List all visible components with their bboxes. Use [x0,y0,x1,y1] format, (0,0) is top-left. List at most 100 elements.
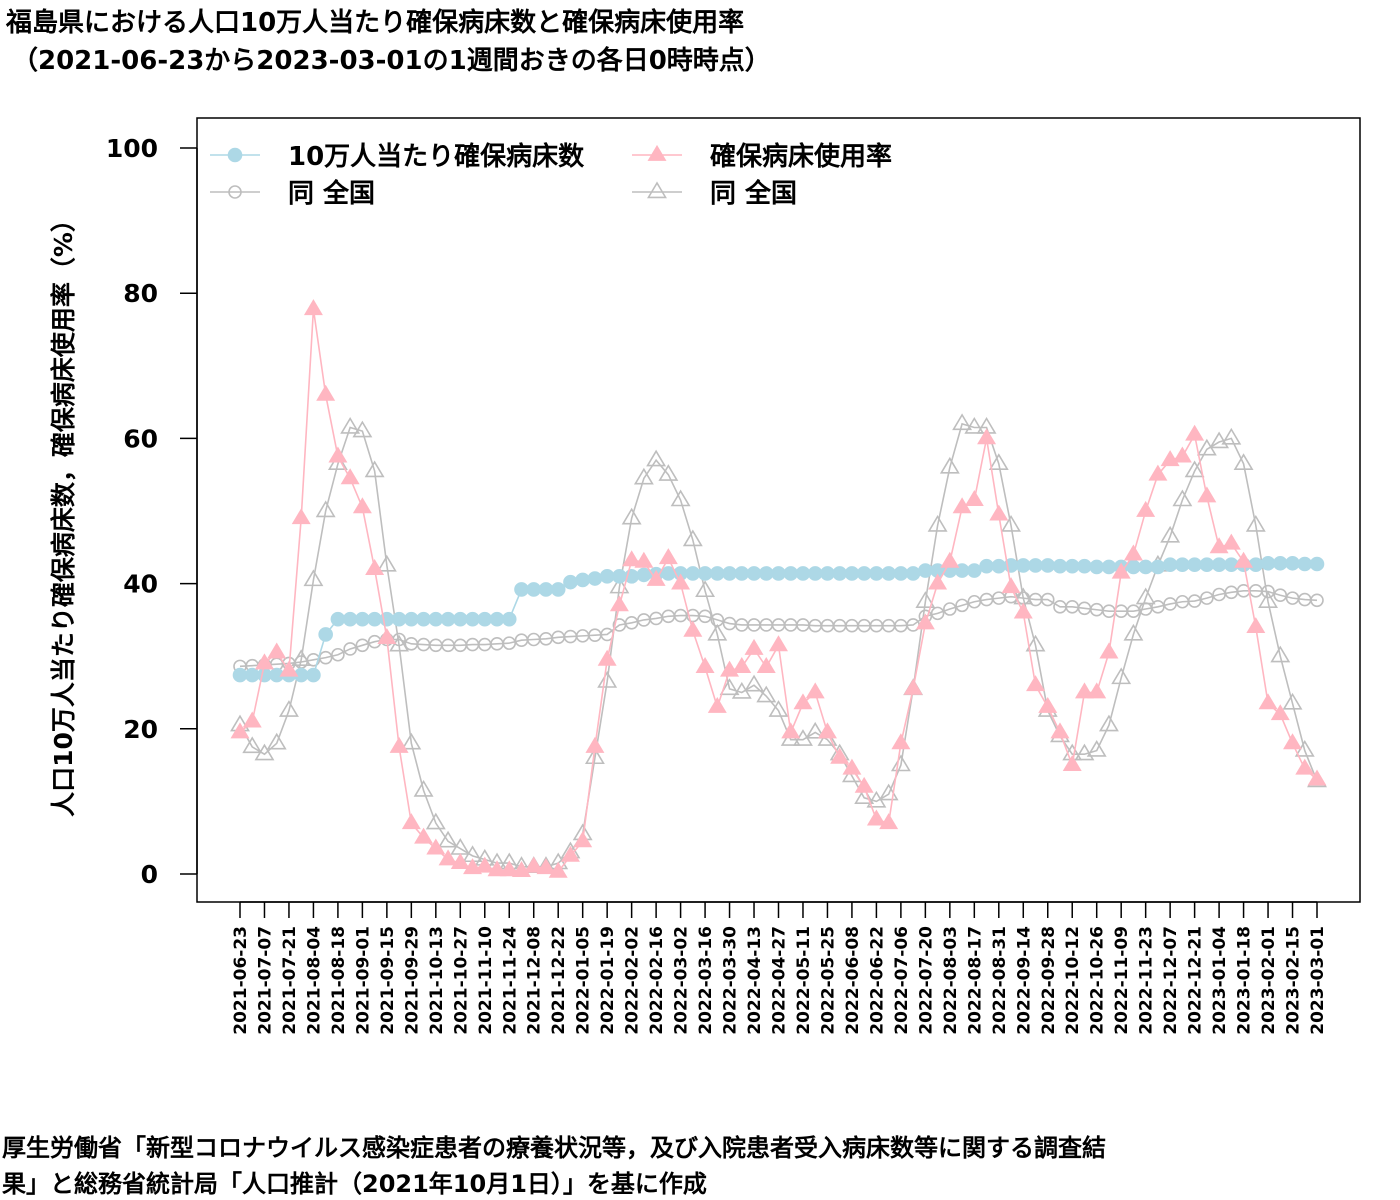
data-point [1270,645,1291,663]
data-point [781,722,801,739]
legend-entry: 確保病床使用率 [632,141,892,172]
data-point [331,647,345,662]
data-point [646,569,666,586]
x-tick-label: 2022-05-11 [794,926,814,1035]
data-point [866,809,886,826]
data-point [475,856,495,873]
legend-marker [647,181,667,199]
data-point [365,559,385,575]
data-point [977,428,997,445]
data-point [1187,594,1202,608]
data-point [502,636,517,650]
data-point [854,776,874,793]
data-point [1123,544,1143,561]
data-point [830,747,850,764]
data-point [1209,431,1230,449]
data-point [477,611,493,627]
data-point [1099,642,1119,659]
data-point [1246,617,1266,634]
data-point [303,569,324,587]
data-point [1197,486,1217,503]
data-point [744,638,764,655]
data-point [391,611,407,627]
data-point [538,582,554,597]
data-point [1015,558,1031,573]
x-tick-label: 2022-12-07 [1161,926,1181,1035]
data-point [1258,693,1278,710]
data-point [683,620,703,637]
data-point [1150,559,1166,575]
x-tick-label: 2021-11-10 [476,926,496,1035]
data-point [452,611,468,627]
data-point [330,611,346,627]
x-tick-label: 2021-12-22 [549,926,569,1035]
chart-title: 福島県における人口10万人当たり確保病床数と確保病床使用率 [6,8,745,38]
data-point [416,611,431,627]
data-point [499,860,519,877]
data-point [489,611,505,627]
data-point [254,653,274,670]
data-point [560,845,580,862]
x-tick-label: 2022-06-22 [867,926,887,1035]
data-point [389,736,409,753]
data-point [352,497,372,514]
data-point [377,627,397,644]
x-tick-label: 2022-03-16 [696,926,716,1035]
data-point [1283,733,1303,750]
y-tick-label: 20 [123,715,158,744]
data-point [869,566,884,581]
x-tick-label: 2022-07-20 [916,926,936,1035]
data-point [609,595,629,612]
data-point [512,861,531,877]
data-point [1211,557,1227,573]
data-point [1074,682,1094,699]
data-point [1111,562,1131,579]
plot-frame [196,117,1361,903]
y-tick-label: 40 [123,570,158,599]
data-point [955,598,969,613]
data-point [940,551,960,568]
data-point [450,853,470,870]
data-point [1307,769,1327,786]
data-point [744,674,764,692]
y-tick-label: 80 [123,279,158,308]
data-point [722,566,737,581]
data-point [367,611,382,627]
data-point [328,446,348,463]
data-point [352,420,373,438]
data-point [1074,743,1095,761]
data-point [315,500,336,518]
data-point [401,813,421,830]
data-point [536,858,556,875]
x-tick-label: 2021-09-29 [402,926,422,1035]
x-tick-label: 2021-06-23 [231,926,251,1035]
data-point [303,299,323,316]
data-point [670,489,691,507]
data-point [355,611,370,627]
data-point [991,558,1007,574]
data-point [658,464,679,481]
data-point [1270,704,1290,721]
data-point [340,416,361,434]
data-point [1052,558,1068,574]
x-tick-label: 2021-08-18 [329,926,349,1035]
x-tick-label: 2021-08-04 [304,926,324,1035]
data-point [1064,558,1080,574]
data-point [376,554,397,572]
data-point [342,611,358,627]
data-point [1040,592,1055,607]
data-point [1001,514,1021,532]
data-point [413,779,434,797]
data-point [230,722,250,739]
data-point [1160,525,1181,543]
data-point [769,635,788,652]
data-point [587,571,603,586]
data-point [756,685,777,703]
x-tick-label: 2021-10-27 [451,926,471,1035]
data-point [621,507,642,525]
data-point [1077,558,1092,574]
data-point [930,606,945,621]
data-point [306,667,321,683]
x-tick-label: 2022-04-13 [745,926,765,1035]
